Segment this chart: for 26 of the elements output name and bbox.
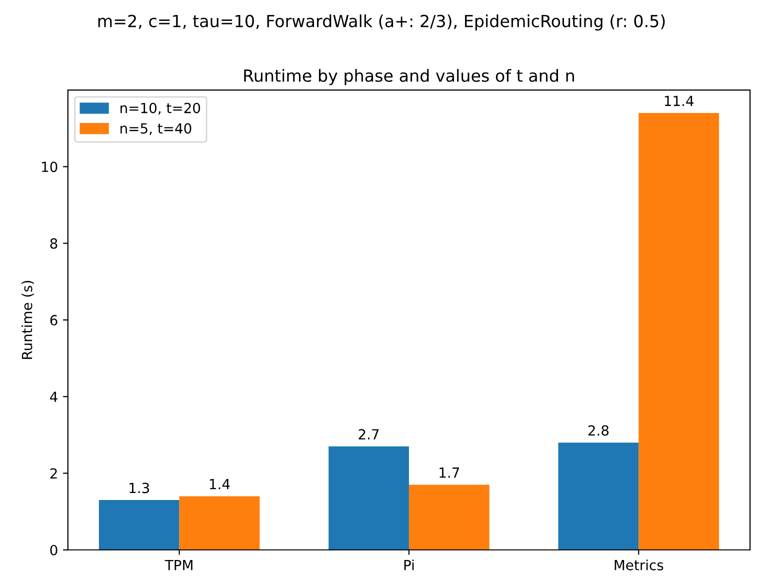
y-tick-label: 8 [50,238,58,249]
bar [328,446,409,550]
bar [558,442,639,550]
x-tick-label: TPM [164,560,192,570]
data-label: 11.4 [664,96,694,106]
x-tick-label: Metrics [614,560,664,570]
data-label: 1.7 [440,468,460,478]
data-label: 1.3 [130,482,150,494]
y-tick-label: 4 [50,392,58,402]
bar [98,500,180,550]
data-label: 1.4 [210,479,230,490]
chart-title: Runtime by phase and values of t and n [244,69,574,86]
legend-label: n=5, t=40 [120,123,192,136]
bar [408,484,490,550]
y-axis-title: Runtime (s) [22,280,34,359]
y-tick-label: 6 [50,314,58,326]
bar [179,496,260,550]
legend-label: n=10, t=20 [120,102,200,115]
bar [638,113,720,550]
y-tick-label: 0 [50,544,58,556]
data-label: 2.8 [588,425,609,436]
x-tick-label: Pi [404,560,414,570]
y-tick-label: 10 [42,162,58,172]
chart-subtitle: m=2, c=1, tau=10, ForwardWalk (a+: 2/3), EpidemicRouting (r: 0.5) [98,14,665,31]
data-label: 2.7 [358,429,379,440]
y-tick-label: 2 [50,468,57,479]
